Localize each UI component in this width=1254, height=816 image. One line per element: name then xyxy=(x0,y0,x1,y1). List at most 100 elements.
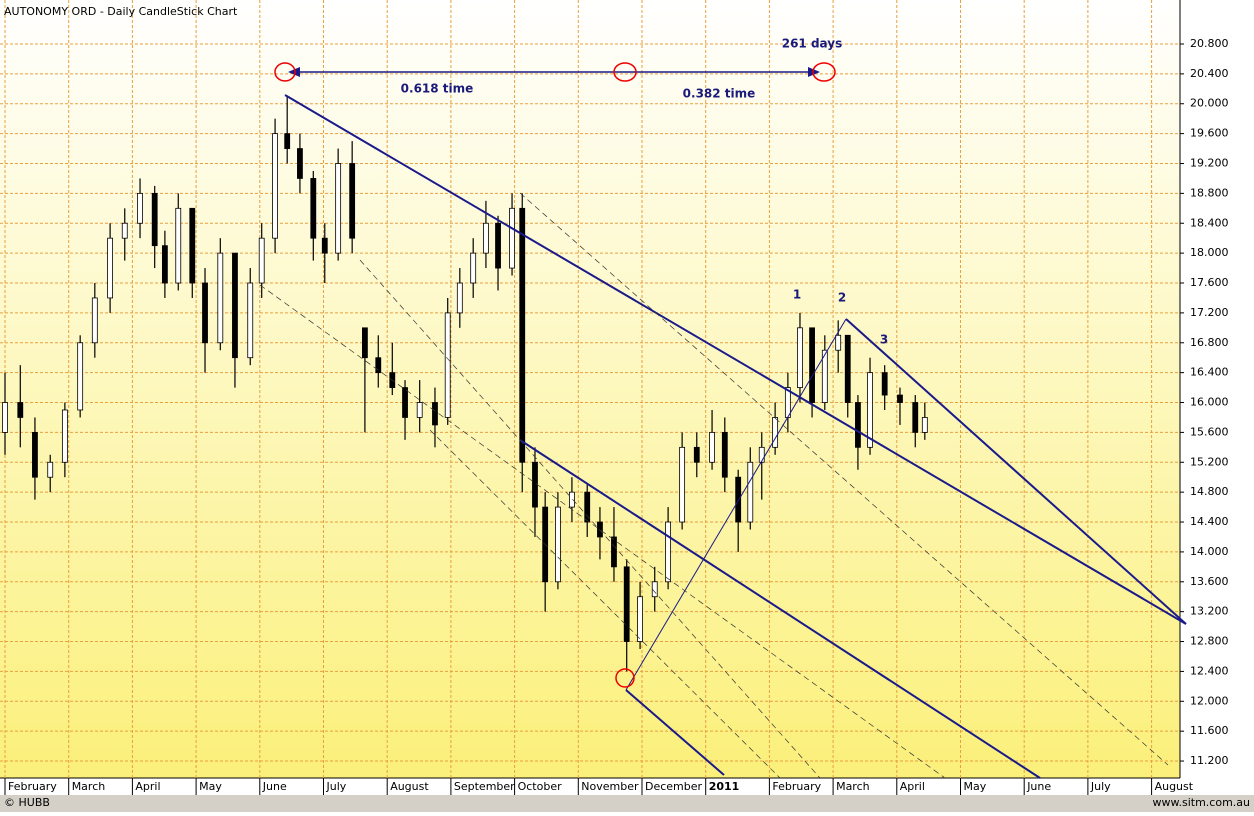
candle-body xyxy=(444,312,451,418)
y-tick-label: 12.800 xyxy=(1190,635,1229,648)
plot-background xyxy=(0,0,1180,778)
y-tick-label: 16.000 xyxy=(1190,396,1229,409)
y-tick-label: 19.200 xyxy=(1190,157,1229,170)
median-line xyxy=(519,439,1041,779)
candle-body xyxy=(809,327,815,403)
candle-body xyxy=(175,207,182,284)
x-tick-label: February xyxy=(772,780,821,793)
candle-body xyxy=(637,596,643,642)
candle-body xyxy=(456,282,463,314)
x-tick-label: March xyxy=(836,780,870,793)
candle-body xyxy=(321,237,328,254)
x-axis-background xyxy=(0,778,1180,795)
x-tick-label: December xyxy=(645,780,703,793)
y-tick-label: 11.600 xyxy=(1190,724,1229,737)
candle-body xyxy=(584,491,591,523)
footer-left: © HUBB xyxy=(4,796,50,809)
candle-body xyxy=(272,133,278,239)
candle-body xyxy=(721,431,728,478)
axis-background xyxy=(1180,0,1254,795)
candle-body xyxy=(835,334,842,351)
candle-body xyxy=(597,521,603,538)
marker-circle xyxy=(613,62,637,82)
x-tick-label: April xyxy=(900,780,925,793)
candle-body xyxy=(483,222,489,254)
y-tick-label: 18.400 xyxy=(1190,216,1229,229)
y-tick-label: 15.600 xyxy=(1190,425,1229,438)
x-tick-label: June xyxy=(262,780,287,793)
candle-body xyxy=(362,327,368,359)
candle-body xyxy=(402,387,408,418)
candle-body xyxy=(91,297,98,344)
x-tick-label: 2011 xyxy=(709,780,740,793)
candle-body xyxy=(921,417,928,433)
x-tick-label: July xyxy=(325,780,346,793)
y-tick-label: 20.800 xyxy=(1190,37,1229,50)
annotation: 0.382 time xyxy=(683,87,756,101)
candle-body xyxy=(555,506,561,583)
x-tick-label: July xyxy=(1090,780,1111,793)
candle-body xyxy=(867,372,873,448)
candle-body xyxy=(297,148,303,179)
pitchfork xyxy=(259,62,1187,779)
x-tick-label: November xyxy=(581,780,639,793)
candle-body xyxy=(797,327,803,388)
candle-body xyxy=(121,222,128,239)
y-tick-label: 14.800 xyxy=(1190,485,1229,498)
y-tick-label: 14.400 xyxy=(1190,515,1229,528)
candle-body xyxy=(735,476,742,523)
candle-body xyxy=(161,245,168,284)
arrow-head xyxy=(808,67,820,77)
candle-body xyxy=(232,252,238,359)
x-tick-label: August xyxy=(390,780,429,793)
trend-line xyxy=(845,318,1187,625)
annotation: 3 xyxy=(880,333,888,347)
parallel-line xyxy=(359,259,821,779)
candle-body xyxy=(335,163,342,254)
candle-body xyxy=(32,431,38,478)
y-tick-label: 18.800 xyxy=(1190,186,1229,199)
candle-body xyxy=(665,521,672,583)
candle-body xyxy=(519,207,526,463)
x-tick-label: May xyxy=(199,780,222,793)
x-tick-label: March xyxy=(72,780,106,793)
candle-body xyxy=(509,207,515,269)
y-tick-label: 20.000 xyxy=(1190,97,1229,110)
marker-circle xyxy=(274,62,296,82)
candle-body xyxy=(17,402,24,418)
y-tick-label: 16.800 xyxy=(1190,336,1229,349)
trend-line xyxy=(625,318,847,691)
x-tick-label: June xyxy=(1026,780,1051,793)
candle-body xyxy=(349,163,356,239)
candle-body xyxy=(855,402,861,448)
candle-body xyxy=(569,491,575,508)
annotation: 1 xyxy=(793,288,801,302)
candle-body xyxy=(217,252,224,344)
candle-body xyxy=(247,282,254,359)
candle-body xyxy=(623,566,630,642)
y-tick-label: 11.200 xyxy=(1190,754,1229,767)
candle-body xyxy=(375,357,382,374)
x-tick-label: February xyxy=(8,780,57,793)
candle-body xyxy=(495,222,501,269)
marker-circle xyxy=(615,668,635,688)
y-tick-label: 20.400 xyxy=(1190,67,1229,80)
candle-body xyxy=(202,282,208,344)
trend-line xyxy=(284,94,1187,625)
candle-body xyxy=(2,402,8,433)
y-tick-label: 18.000 xyxy=(1190,246,1229,259)
candle-body xyxy=(47,461,54,478)
candle-body xyxy=(137,192,143,224)
candle-body xyxy=(881,372,888,396)
x-tick-label: August xyxy=(1155,780,1194,793)
candle-body xyxy=(747,461,754,523)
candle-body xyxy=(107,237,114,299)
candle-body xyxy=(611,536,617,568)
y-tick-label: 15.200 xyxy=(1190,455,1229,468)
parallel-line xyxy=(259,284,946,779)
y-tick-label: 17.200 xyxy=(1190,306,1229,319)
candle-body xyxy=(821,349,828,403)
marker-circle xyxy=(812,62,836,82)
y-tick-label: 19.600 xyxy=(1190,127,1229,140)
